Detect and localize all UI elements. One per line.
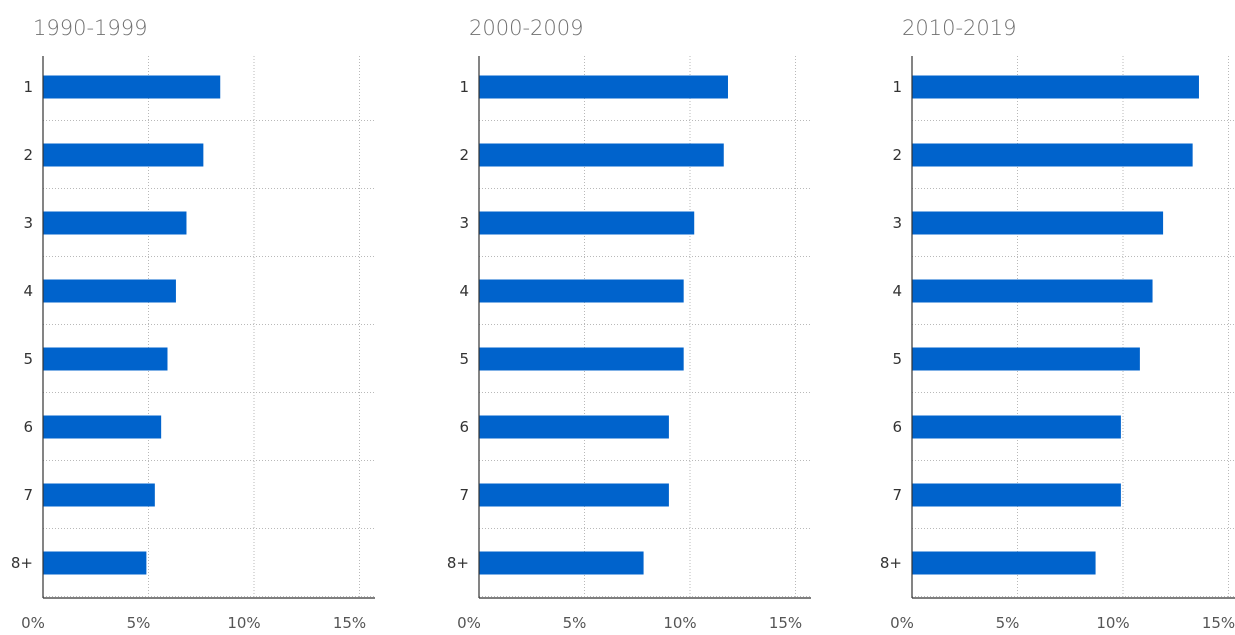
bar-5 xyxy=(479,347,684,371)
category-label-4: 4 xyxy=(459,282,469,300)
x-tick-label-4: 15% xyxy=(333,614,366,632)
category-label-2: 2 xyxy=(23,146,33,164)
chart-title: 2000-2009 xyxy=(469,16,583,40)
x-tick-label-1: 0% xyxy=(21,614,45,632)
chart-panel-2: 2000-2009 1 2 3 4 5 6 7 8+ 0% 5% 10% 15% xyxy=(447,16,811,632)
category-label-3: 3 xyxy=(23,214,33,232)
category-label-1: 1 xyxy=(23,78,33,96)
bar-6 xyxy=(479,415,669,439)
bar-7 xyxy=(43,483,155,507)
bar-4 xyxy=(479,279,684,303)
bar-7 xyxy=(479,483,669,507)
bar-8+ xyxy=(43,551,147,575)
chart-panel-1: 1990-1999 1 2 3 4 5 6 7 8+ 0% 5% 10% 15% xyxy=(11,16,375,632)
bar-5 xyxy=(43,347,168,371)
category-label-6: 6 xyxy=(23,418,33,436)
category-label-2: 2 xyxy=(892,146,902,164)
bar-2 xyxy=(479,143,724,167)
chart-title: 2010-2019 xyxy=(902,16,1016,40)
bar-2 xyxy=(912,143,1193,167)
category-label-4: 4 xyxy=(23,282,33,300)
category-label-7: 7 xyxy=(459,486,469,504)
bar-1 xyxy=(479,75,728,99)
chart-title: 1990-1999 xyxy=(33,16,147,40)
category-label-5: 5 xyxy=(23,350,33,368)
bar-7 xyxy=(912,483,1121,507)
bar-6 xyxy=(43,415,162,439)
x-tick-label-3: 10% xyxy=(227,614,260,632)
bar-8+ xyxy=(912,551,1096,575)
bar-3 xyxy=(912,211,1164,235)
category-label-6: 6 xyxy=(892,418,902,436)
category-label-8+: 8+ xyxy=(880,554,902,572)
category-label-2: 2 xyxy=(459,146,469,164)
bar-2 xyxy=(43,143,204,167)
bar-5 xyxy=(912,347,1140,371)
chart-panel-3: 2010-2019 1 2 3 4 5 6 7 8+ 0% 5% 10% 15% xyxy=(880,16,1235,632)
x-tick-label-2: 5% xyxy=(996,614,1020,632)
category-label-4: 4 xyxy=(892,282,902,300)
bar-4 xyxy=(43,279,176,303)
x-tick-label-3: 10% xyxy=(1096,614,1129,632)
category-label-7: 7 xyxy=(892,486,902,504)
category-label-6: 6 xyxy=(459,418,469,436)
category-label-3: 3 xyxy=(892,214,902,232)
x-tick-label-2: 5% xyxy=(127,614,151,632)
category-label-5: 5 xyxy=(459,350,469,368)
category-label-8+: 8+ xyxy=(447,554,469,572)
category-label-1: 1 xyxy=(459,78,469,96)
bar-3 xyxy=(43,211,187,235)
bar-8+ xyxy=(479,551,644,575)
bar-6 xyxy=(912,415,1121,439)
bar-1 xyxy=(912,75,1199,99)
category-label-5: 5 xyxy=(892,350,902,368)
category-label-1: 1 xyxy=(892,78,902,96)
x-tick-label-3: 10% xyxy=(663,614,696,632)
x-tick-label-4: 15% xyxy=(1202,614,1235,632)
category-label-7: 7 xyxy=(23,486,33,504)
x-tick-label-1: 0% xyxy=(890,614,914,632)
category-label-8+: 8+ xyxy=(11,554,33,572)
bar-4 xyxy=(912,279,1153,303)
x-tick-label-1: 0% xyxy=(457,614,481,632)
x-tick-label-2: 5% xyxy=(563,614,587,632)
x-tick-label-4: 15% xyxy=(769,614,802,632)
bar-1 xyxy=(43,75,221,99)
bar-3 xyxy=(479,211,695,235)
category-label-3: 3 xyxy=(459,214,469,232)
